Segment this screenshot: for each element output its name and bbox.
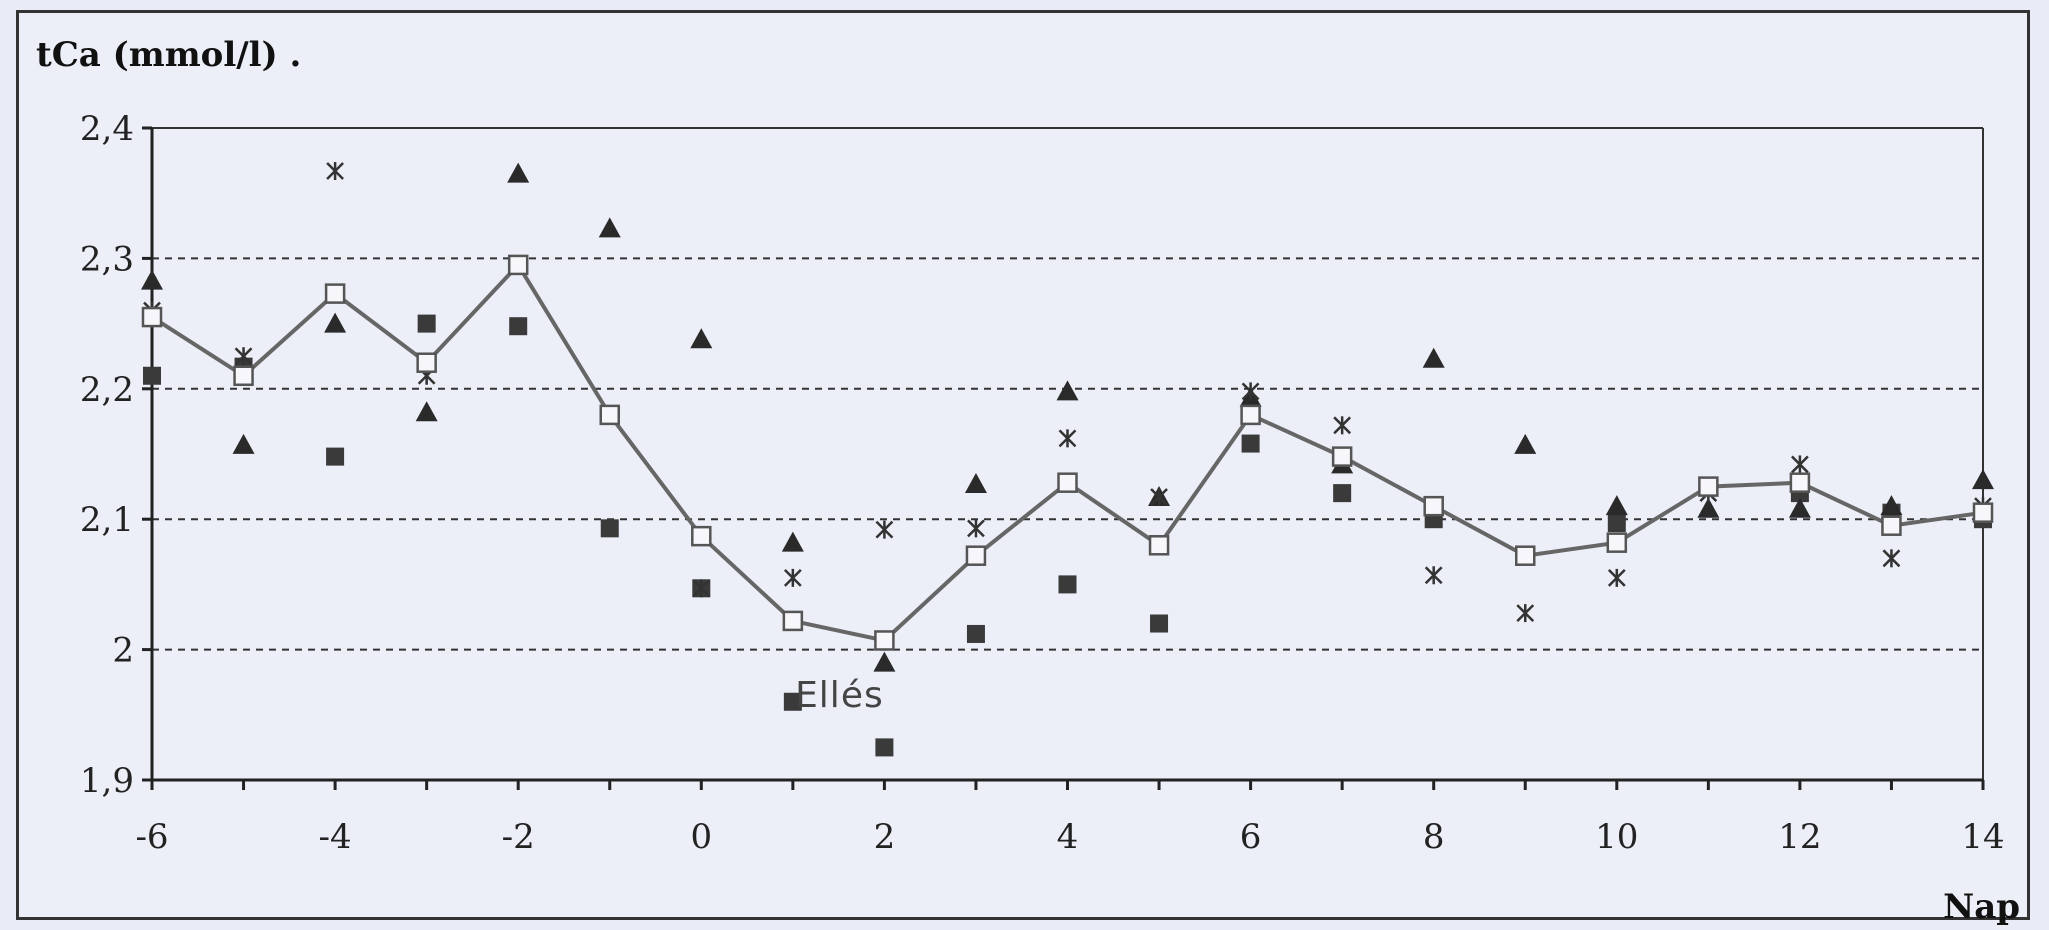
x-tick-label: 6 [1240, 817, 1262, 857]
filled-triangle-point-10 [1056, 380, 1079, 401]
x-tick-label: 8 [1423, 817, 1445, 857]
y-tick-label: 2,2 [80, 370, 134, 410]
open-square-point-18 [1789, 472, 1811, 493]
x-axis-title: Nap [1943, 887, 2020, 927]
y-tick-label: 1,9 [80, 761, 134, 801]
open-square-point-20 [1972, 502, 1994, 523]
open-square-point-10 [1057, 472, 1078, 493]
filled-triangle-point-17 [1697, 497, 1720, 518]
open-square-point-8 [874, 630, 895, 651]
x-tick-label: 0 [690, 817, 712, 857]
open-square-point-15 [1515, 545, 1536, 566]
filled-triangle-point-18 [1788, 497, 1811, 518]
open-square-point-6 [691, 525, 712, 547]
filled-triangle-point-6 [690, 328, 713, 349]
filled-square-point-3 [417, 314, 436, 333]
data-markers [141, 162, 1994, 757]
asterisk-point-6 [692, 579, 711, 598]
filled-triangle-point-16 [1605, 495, 1628, 516]
open-square-point-11 [1148, 535, 1170, 556]
filled-triangle-point-2 [324, 312, 347, 333]
filled-triangle-point-1 [232, 433, 255, 454]
filled-square-point-8 [875, 738, 894, 757]
open-square-point-4 [507, 254, 529, 276]
y-tick-label: 2,4 [80, 109, 134, 149]
open-square-point-3 [416, 352, 437, 373]
y-tick-label: 2 [112, 631, 134, 671]
filled-square-point-10 [1058, 575, 1077, 594]
axes: 1,9 2 2,1 2,2 2,3 2,4 -6 -4 -2 0 2 4 6 8 10 12 14 [80, 109, 2005, 857]
x-tick-label: -2 [502, 817, 535, 857]
filled-triangle-point-3 [415, 401, 438, 422]
open-square-point-5 [599, 404, 620, 426]
open-square-point-7 [782, 610, 804, 632]
filled-square-point-4 [509, 317, 528, 336]
open-square-point-14 [1423, 495, 1444, 517]
asterisk-point-8 [875, 520, 894, 539]
y-tick-label: 2,1 [80, 500, 134, 540]
y-tick-label: 2,3 [80, 239, 134, 279]
x-tick-label: 10 [1595, 817, 1638, 857]
filled-triangle-point-5 [598, 217, 621, 238]
open-square-point-1 [233, 365, 254, 387]
filled-square-point-13 [1333, 484, 1352, 503]
x-tick-label: 14 [1961, 817, 2004, 857]
x-tick-label: -6 [135, 817, 168, 857]
open-square-point-9 [965, 545, 987, 566]
open-square-point-19 [1881, 515, 1902, 536]
filled-square-point-9 [966, 624, 985, 643]
filled-triangle-point-19 [1880, 495, 1903, 516]
filled-square-point-12 [1241, 434, 1260, 453]
x-tick-label: 2 [874, 817, 896, 857]
asterisk-point-13 [1333, 416, 1352, 435]
open-square-point-13 [1331, 446, 1353, 467]
chart-frame [16, 10, 2030, 920]
filled-square-point-5 [600, 519, 619, 538]
filled-square-point-2 [326, 447, 345, 466]
asterisk-point-15 [1516, 604, 1535, 623]
open-square-point-0 [141, 306, 163, 328]
annotation-elles: Ellés [795, 675, 884, 716]
asterisk-point-1 [234, 347, 253, 366]
filled-square-point-0 [143, 366, 161, 385]
filled-square-point-11 [1150, 614, 1169, 633]
asterisk-point-7 [783, 568, 802, 587]
asterisk-point-11 [1150, 488, 1168, 507]
asterisk-point-9 [967, 519, 985, 538]
filled-triangle-point-15 [1514, 433, 1537, 454]
open-square-point-16 [1606, 532, 1628, 553]
asterisk-point-10 [1058, 429, 1077, 448]
x-tick-label: -4 [319, 817, 352, 857]
filled-triangle-point-14 [1422, 347, 1445, 368]
asterisk-point-16 [1607, 568, 1626, 587]
open-square-point-2 [324, 283, 346, 304]
y-axis-title: tCa (mmol/l) . [36, 35, 301, 75]
filled-triangle-point-7 [781, 531, 804, 552]
open-square-point-17 [1698, 476, 1719, 497]
filled-triangle-point-0 [141, 269, 163, 290]
filled-triangle-point-9 [964, 472, 987, 493]
asterisk-point-18 [1791, 455, 1809, 474]
filled-square-point-7 [783, 692, 802, 711]
open-square-point-12 [1240, 404, 1261, 426]
filled-triangle-point-4 [507, 162, 530, 183]
filled-triangle-point-20 [1972, 469, 1994, 490]
asterisk-point-2 [326, 162, 344, 181]
x-tick-label: 12 [1778, 817, 1821, 857]
filled-triangle-point-8 [873, 651, 896, 672]
asterisk-point-19 [1882, 549, 1901, 568]
x-tick-label: 4 [1057, 817, 1079, 857]
asterisk-point-12 [1241, 382, 1260, 401]
asterisk-point-14 [1424, 566, 1443, 585]
filled-square-point-16 [1607, 514, 1626, 533]
